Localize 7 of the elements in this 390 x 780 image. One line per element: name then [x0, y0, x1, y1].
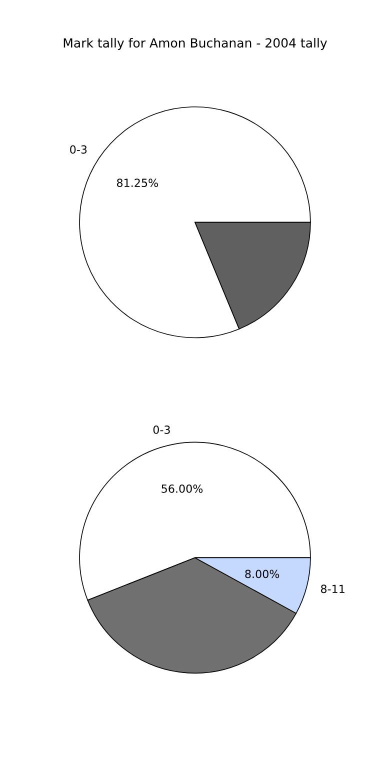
data-label: 8.00%: [245, 570, 280, 578]
chart-title: Mark tally for Amon Buchanan - 2004 tally: [64, 38, 327, 50]
data-label: 56.00%: [162, 484, 203, 493]
slice-label: 8-11: [320, 584, 344, 594]
slice-label: 0-3: [153, 426, 170, 434]
slice-label: 0-3: [70, 145, 87, 154]
data-label: 81.25%: [116, 178, 158, 188]
